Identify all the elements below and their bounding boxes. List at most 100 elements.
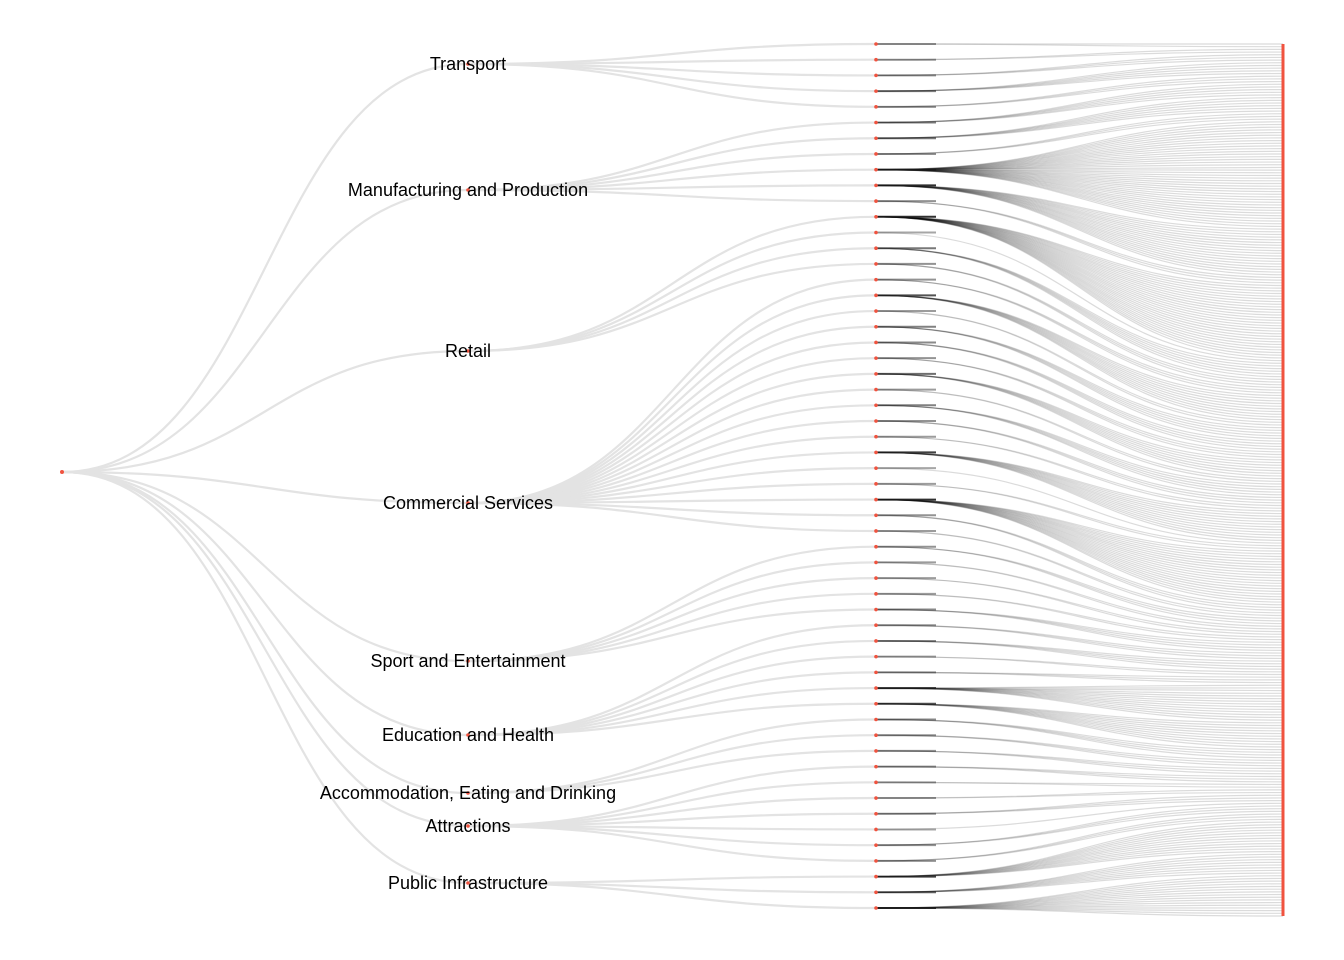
category-link	[467, 247, 877, 353]
leaf-link	[875, 161, 1284, 171]
subcategory-node	[874, 670, 878, 675]
leaf-link	[875, 200, 1284, 281]
leaf-link	[875, 110, 1284, 139]
leaf-link	[875, 51, 1284, 61]
leaf-link	[875, 671, 1284, 684]
subcategory-node	[874, 764, 878, 769]
leaf-link	[875, 216, 1284, 327]
leaf-link	[875, 451, 1284, 512]
leaf-link	[875, 766, 1284, 778]
leaf-fan	[875, 97, 1284, 139]
leaf-link	[875, 451, 1284, 541]
leaf-fan	[875, 853, 1284, 893]
leaf-link	[875, 766, 1284, 780]
leaf-fan	[875, 656, 1284, 676]
leaf-link	[875, 341, 1284, 445]
leaf-link	[875, 498, 1284, 582]
leaf-fan	[875, 561, 1284, 630]
subcategory-node	[874, 560, 878, 565]
leaf-link	[875, 766, 1284, 783]
leaf-link	[875, 373, 1284, 477]
leaf-link	[875, 907, 1284, 912]
leaf-link	[875, 80, 1284, 108]
subcategory-node	[874, 199, 878, 203]
leaf-link	[875, 818, 1284, 862]
leaf-link	[875, 687, 1284, 708]
leaf-fan	[875, 326, 1284, 440]
leaf-link	[875, 859, 1284, 893]
leaf-link	[875, 885, 1284, 909]
leaf-fan	[875, 420, 1284, 504]
leaf-link	[875, 467, 1284, 544]
leaf-link	[875, 294, 1284, 399]
leaf-link	[875, 216, 1284, 311]
category-label: Sport and Entertainment	[370, 651, 565, 671]
leaf-link	[875, 404, 1284, 493]
leaf-link	[875, 848, 1284, 878]
leaf-link	[875, 169, 1284, 198]
subcategory-node	[874, 796, 878, 800]
leaf-link	[875, 546, 1284, 625]
leaf-link	[875, 169, 1284, 222]
leaf-link	[875, 498, 1284, 590]
subcategory-node	[874, 529, 878, 533]
leaf-link	[875, 883, 1284, 909]
category-label: Manufacturing and Production	[348, 180, 588, 200]
leaf-link	[875, 216, 1284, 316]
leaf-link	[875, 279, 1284, 391]
leaf-link	[875, 294, 1284, 402]
leaf-link	[875, 546, 1284, 619]
leaf-link	[875, 169, 1284, 225]
root-link	[61, 62, 469, 474]
leaf-link	[875, 184, 1284, 244]
leaf-link	[875, 326, 1284, 440]
leaf-link	[875, 608, 1284, 646]
leaf-link	[875, 837, 1284, 878]
leaf-link	[875, 904, 1284, 909]
leaf-fan	[875, 231, 1284, 362]
leaf-link	[875, 624, 1284, 657]
leaf-fan	[875, 54, 1284, 77]
leaf-fan	[875, 451, 1284, 541]
subcategory-node	[874, 497, 878, 502]
leaf-link	[875, 864, 1284, 893]
leaf-link	[875, 703, 1284, 745]
leaf-link	[875, 169, 1284, 190]
category-link	[467, 341, 877, 505]
leaf-link	[875, 216, 1284, 297]
leaf-link	[875, 184, 1284, 252]
category-link	[467, 881, 877, 910]
leaf-link	[875, 498, 1284, 592]
leaf-link	[875, 62, 1284, 92]
leaf-fan	[875, 467, 1284, 544]
leaf-link	[875, 687, 1284, 711]
leaf-link	[875, 404, 1284, 485]
leaf-link	[875, 640, 1284, 662]
leaf-link	[875, 498, 1284, 574]
leaf-link	[875, 851, 1284, 878]
leaf-fan	[875, 640, 1284, 670]
subcategory-node	[874, 859, 878, 863]
leaf-link	[875, 875, 1284, 909]
leaf-link	[875, 498, 1284, 552]
leaf-fan	[875, 718, 1284, 759]
leaf-link	[875, 813, 1284, 862]
leaf-fan	[875, 593, 1284, 641]
leaf-link	[875, 184, 1284, 268]
leaf-link	[875, 824, 1284, 878]
subcategory-node	[874, 215, 878, 219]
leaf-link	[875, 216, 1284, 340]
category-link	[467, 262, 877, 353]
leaf-link	[875, 216, 1284, 335]
leaf-link	[875, 514, 1284, 609]
subcategory-node	[874, 576, 878, 580]
leaf-link	[875, 498, 1284, 598]
leaf-link	[875, 118, 1284, 155]
leaf-link	[875, 687, 1284, 697]
leaf-link	[875, 142, 1284, 171]
leaf-link	[875, 184, 1284, 254]
leaf-link	[875, 498, 1284, 584]
leaf-link	[875, 169, 1284, 174]
leaf-link	[875, 294, 1284, 407]
leaf-link	[875, 216, 1284, 330]
